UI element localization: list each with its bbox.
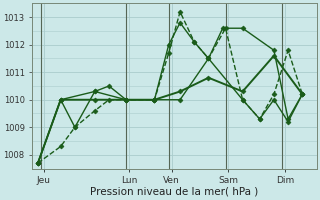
X-axis label: Pression niveau de la mer( hPa ): Pression niveau de la mer( hPa ) (90, 187, 259, 197)
